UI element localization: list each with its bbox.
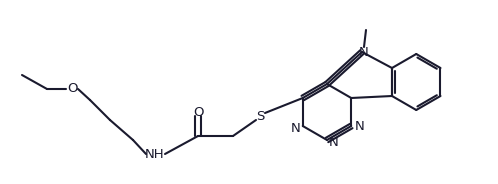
Text: N: N bbox=[355, 119, 365, 132]
Text: NH: NH bbox=[145, 148, 165, 160]
Text: O: O bbox=[67, 82, 77, 95]
Text: S: S bbox=[256, 109, 264, 123]
Text: O: O bbox=[193, 105, 203, 118]
Text: N: N bbox=[359, 45, 369, 59]
Text: N: N bbox=[291, 121, 301, 135]
Text: N: N bbox=[329, 135, 339, 148]
